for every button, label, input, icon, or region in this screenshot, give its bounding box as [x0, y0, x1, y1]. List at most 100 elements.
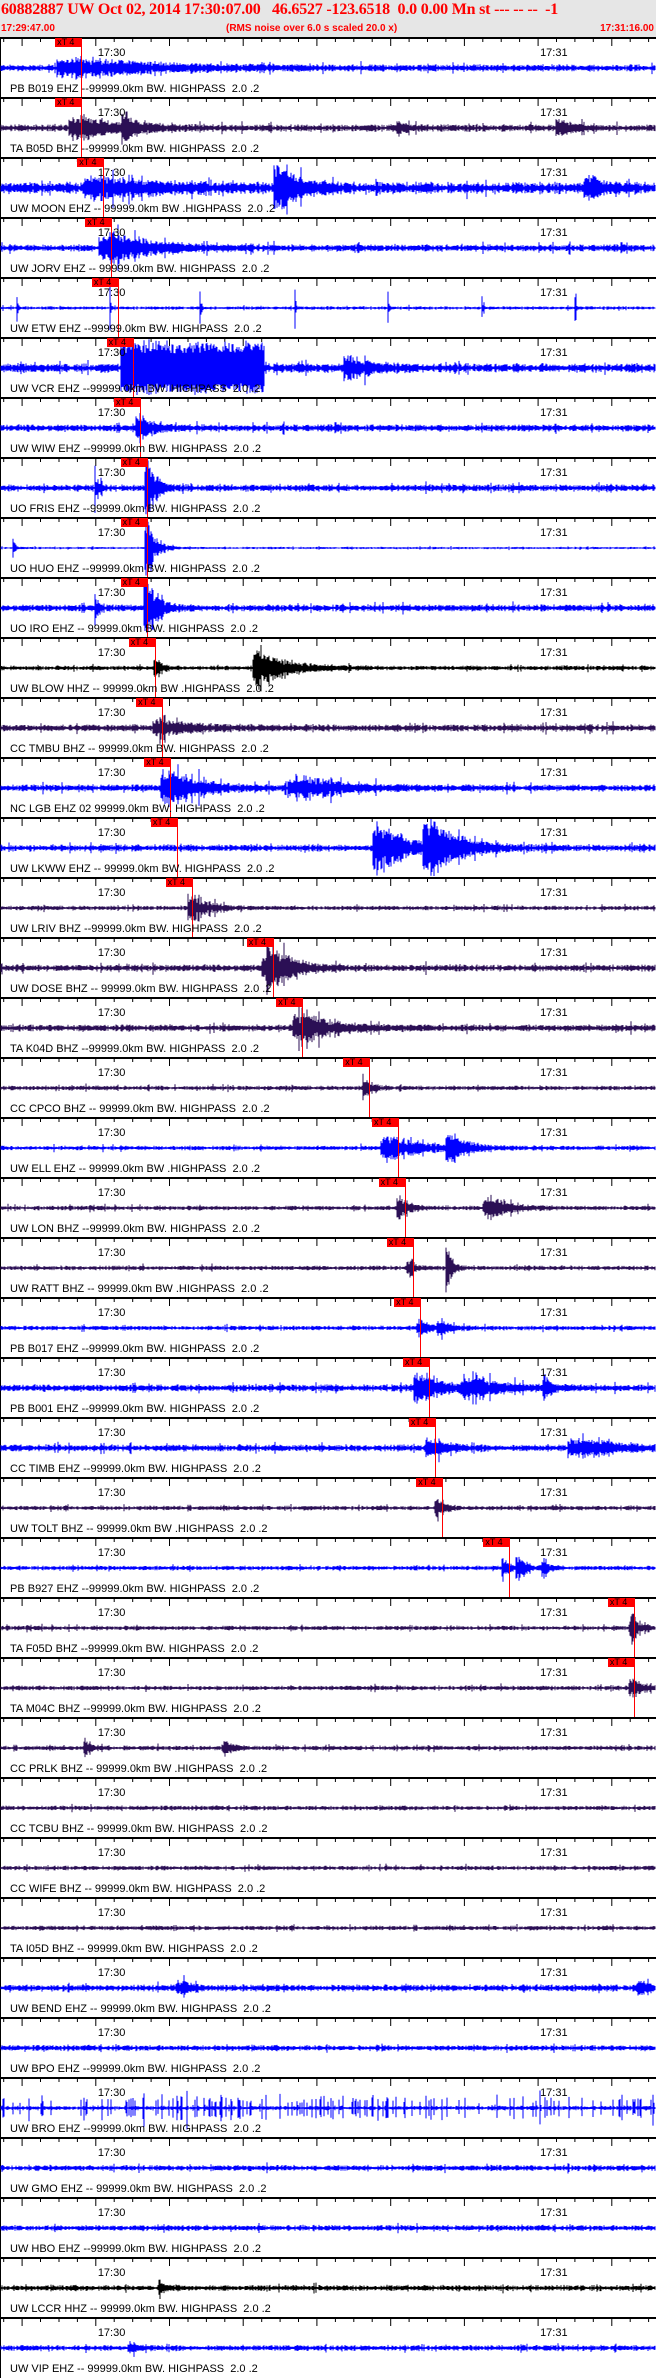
pick-marker[interactable]: xT 4 [120, 518, 148, 527]
station-label: UW BLOW HHZ -- 99999.0km BW .HIGHPASS 2.… [10, 683, 274, 695]
trace-plot [0, 1957, 656, 1998]
pick-line[interactable] [369, 1058, 371, 1117]
pick-line[interactable] [146, 578, 148, 637]
minute-label: 17:30 [97, 47, 126, 59]
minute-label: 17:31 [540, 827, 568, 839]
minute-label: 17:30 [97, 647, 126, 659]
pick-marker[interactable]: xT 4 [136, 698, 164, 707]
pick-marker[interactable]: xT 4 [607, 1658, 635, 1667]
pick-line[interactable] [146, 458, 148, 517]
pick-marker[interactable]: xT 4 [106, 338, 134, 347]
pick-marker[interactable]: xT 4 [386, 1238, 414, 1247]
pick-marker[interactable]: xT 4 [77, 158, 105, 167]
pick-marker[interactable]: xT 4 [416, 1478, 444, 1487]
panel-separator [0, 937, 656, 939]
pick-line[interactable] [272, 938, 274, 997]
panel-separator [0, 517, 656, 519]
pick-line[interactable] [404, 1178, 406, 1237]
trace-panel: 17:30 17:31 xT 4 UO IRO EHZ -- 99999.0km BW… [0, 577, 656, 637]
minute-label: 17:31 [540, 2027, 568, 2039]
trace-panel: 17:30 17:31 UW VIP EHZ -- 99999.0km BW. HI… [0, 2317, 656, 2377]
minute-label: 17:31 [540, 527, 568, 539]
time-ticks [3, 457, 650, 466]
minute-label: 17:31 [540, 1187, 568, 1199]
minute-label: 17:30 [97, 1787, 126, 1799]
station-label: UW LKWW EHZ -- 99999.0km BW. HIGHPASS 2.… [10, 863, 275, 875]
pick-line[interactable] [398, 1118, 400, 1177]
trace-plot [0, 937, 656, 995]
pick-line[interactable] [509, 1538, 511, 1597]
minute-label: 17:30 [97, 587, 126, 599]
pick-line[interactable] [111, 218, 113, 277]
minute-label: 17:30 [97, 827, 126, 839]
time-ticks [3, 1657, 650, 1666]
pick-line[interactable] [412, 1238, 414, 1297]
panel-separator [0, 2077, 656, 2079]
pick-marker[interactable]: xT 4 [120, 578, 148, 587]
station-label: CC CPCO BHZ -- 99999.0km BW. HIGHPASS 2.… [10, 1103, 270, 1115]
pick-line[interactable] [633, 1598, 635, 1657]
time-ticks [3, 1477, 650, 1486]
trace-plot [0, 517, 656, 576]
waveform [0, 1073, 656, 1101]
waveform [0, 714, 656, 744]
pick-marker[interactable]: xT 4 [372, 1118, 400, 1127]
pick-line[interactable] [633, 1658, 635, 1717]
pick-marker[interactable]: xT 4 [402, 1358, 430, 1367]
pick-line[interactable] [162, 698, 164, 757]
start-time: 17:29:47.00 [1, 23, 55, 34]
pick-marker[interactable]: xT 4 [607, 1598, 635, 1607]
pick-line[interactable] [103, 158, 105, 217]
pick-marker[interactable]: xT 4 [378, 1178, 406, 1187]
waveform [0, 1556, 656, 1582]
pick-line[interactable] [132, 338, 134, 397]
pick-line[interactable] [146, 518, 148, 577]
pick-marker[interactable]: xT 4 [483, 1538, 511, 1547]
pick-line[interactable] [170, 758, 172, 817]
trace-plot [0, 277, 656, 331]
pick-marker[interactable]: xT 4 [91, 278, 119, 287]
panel-separator [0, 997, 656, 999]
pick-marker[interactable]: xT 4 [85, 218, 113, 227]
trace-panel: 17:30 17:31 UW BPO EHZ --99999.0km BW. HIG… [0, 2017, 656, 2077]
time-ticks [3, 2197, 650, 2206]
pick-marker[interactable]: xT 4 [408, 1418, 436, 1427]
pick-marker[interactable]: xT 4 [55, 98, 83, 107]
pick-line[interactable] [442, 1478, 444, 1537]
minute-label: 17:30 [97, 1427, 126, 1439]
pick-line[interactable] [117, 278, 119, 337]
minute-label: 17:30 [97, 107, 126, 119]
pick-marker[interactable]: xT 4 [120, 458, 148, 467]
trace-plot [0, 2317, 656, 2357]
minute-label: 17:30 [97, 1367, 126, 1379]
pick-line[interactable] [81, 38, 83, 97]
pick-marker[interactable]: xT 4 [394, 1298, 422, 1307]
pick-line[interactable] [140, 398, 142, 457]
pick-line[interactable] [428, 1358, 430, 1417]
pick-marker[interactable]: xT 4 [246, 938, 274, 947]
pick-marker[interactable]: xT 4 [144, 758, 172, 767]
minute-label: 17:31 [540, 2267, 568, 2279]
minute-label: 17:30 [97, 2327, 126, 2339]
pick-line[interactable] [176, 818, 178, 877]
station-label: TA F05D BHZ --99999.0km BW. HIGHPASS 2.0… [10, 1643, 259, 1655]
pick-line[interactable] [434, 1418, 436, 1477]
trace-panel: 17:30 17:31 xT 4 TA F05D BHZ --99999.0km BW… [0, 1597, 656, 1657]
panel-separator [0, 457, 656, 459]
pick-line[interactable] [191, 878, 193, 937]
pick-marker[interactable]: xT 4 [150, 818, 178, 827]
minute-label: 17:30 [97, 2027, 126, 2039]
pick-marker[interactable]: xT 4 [55, 38, 83, 47]
pick-marker[interactable]: xT 4 [165, 878, 193, 887]
minute-label: 17:30 [97, 1967, 126, 1979]
pick-line[interactable] [154, 638, 156, 697]
pick-marker[interactable]: xT 4 [276, 998, 304, 1007]
pick-marker[interactable]: xT 4 [128, 638, 156, 647]
pick-marker[interactable]: xT 4 [343, 1058, 371, 1067]
panel-separator [0, 337, 656, 339]
pick-line[interactable] [81, 98, 83, 157]
pick-line[interactable] [420, 1298, 422, 1357]
trace-panel: 17:30 17:31 xT 4 PB B019 EHZ --99999.0km BW… [0, 37, 656, 97]
pick-line[interactable] [302, 998, 304, 1057]
pick-marker[interactable]: xT 4 [114, 398, 142, 407]
